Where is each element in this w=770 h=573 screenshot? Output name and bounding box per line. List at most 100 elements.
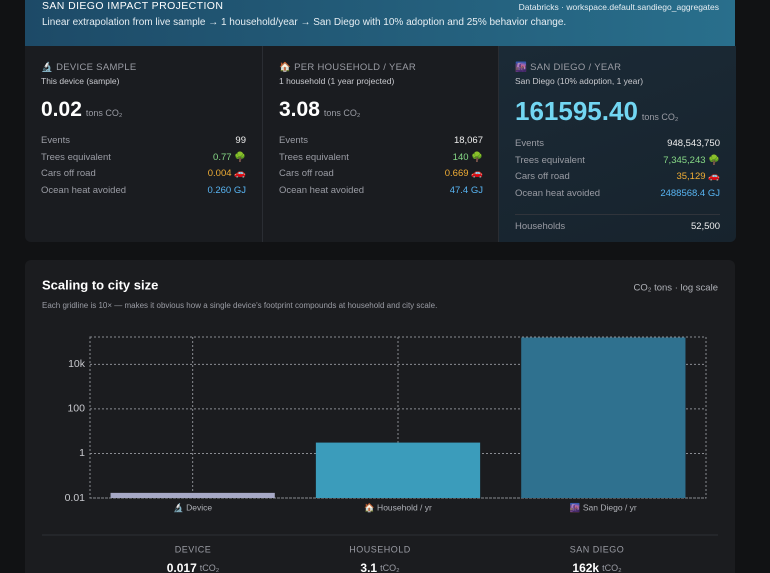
bar xyxy=(521,337,686,498)
stat-value-wrap: 0.004 🚗 xyxy=(208,168,246,179)
stat-value: 140 xyxy=(452,151,469,163)
card: 🌆 SAN DIEGO / YEAR San Diego (10% adoptio… xyxy=(498,46,736,242)
stat-row: Households 52,500 xyxy=(515,214,720,232)
stat-value-wrap: 52,500 xyxy=(691,221,720,232)
stat-value-wrap: 47.4 GJ xyxy=(450,185,483,196)
stat-label: Cars off road xyxy=(279,168,334,179)
stat-label: Cars off road xyxy=(515,171,570,182)
stat-value-wrap: 18,067 xyxy=(454,135,483,146)
unit: tons CO₂ xyxy=(323,108,361,118)
header-subtitle: Linear extrapolation from live sample → … xyxy=(42,17,567,28)
card-caption: 1 household (1 year projected) xyxy=(279,76,395,86)
stat-row: Ocean heat avoided 0.260 GJ xyxy=(41,185,246,196)
source: Databricks · workspace.default.sandiego_… xyxy=(518,2,719,12)
stat-row: Ocean heat avoided 47.4 GJ xyxy=(279,185,483,196)
stat-value: 47.4 GJ xyxy=(449,184,483,196)
value: 3.08 xyxy=(279,98,320,121)
icon: 🌳 xyxy=(231,151,246,163)
card-value: 3.08 tons CO₂ xyxy=(279,98,360,122)
chart: Scaling to city size CO₂ tons · log scal… xyxy=(42,277,718,573)
stat-value-wrap: 2488568.4 GJ xyxy=(660,188,720,199)
stat-value-wrap: 0.77 🌳 xyxy=(213,152,246,163)
value: 161595.40 xyxy=(515,96,638,126)
value: 3.1 xyxy=(360,561,377,573)
stat-value: 52,500 xyxy=(690,221,720,232)
stat-label: Ocean heat avoided xyxy=(41,184,127,196)
stat-value-wrap: 948,543,750 xyxy=(667,138,720,149)
value: 0.02 xyxy=(41,98,82,121)
unit: tCO₂ xyxy=(380,563,400,573)
stat-row: Events 99 xyxy=(41,135,246,146)
stat-label: Trees equivalent xyxy=(515,154,585,166)
stat-row: Events 18,067 xyxy=(279,135,483,146)
stat-label: Events xyxy=(279,135,309,146)
unit: tCO₂ xyxy=(602,563,622,573)
bar xyxy=(315,442,481,498)
unit: tons CO₂ xyxy=(641,112,679,122)
header: SAN DIEGO IMPACT PROJECTION Databricks ·… xyxy=(25,0,735,46)
stat-value: 0.260 GJ xyxy=(207,184,246,196)
summary-label: SAN DIEGO xyxy=(570,544,625,554)
chart-subtitle: Each gridline is 10× — makes it obvious … xyxy=(42,301,437,310)
summary-value: 3.1 tCO₂ xyxy=(360,561,400,573)
unit: tCO₂ xyxy=(200,563,220,573)
y-tick-label: 0.01 xyxy=(65,492,86,504)
x-tick-label: 🏠 Household / yr xyxy=(364,502,432,512)
stat-value: 99 xyxy=(235,135,246,146)
stat-row: Trees equivalent 140 🌳 xyxy=(279,152,483,163)
stat-value: 0.77 xyxy=(213,151,232,163)
stat-value: 0.004 xyxy=(207,168,232,179)
summary-value: 162k tCO₂ xyxy=(572,561,622,573)
summary-value: 0.017 tCO₂ xyxy=(167,561,220,573)
stat-row: Cars off road 0.004 🚗 xyxy=(41,168,246,179)
card-value: 161595.40 tons CO₂ xyxy=(515,96,678,127)
chart-title: Scaling to city size xyxy=(42,277,158,292)
stat-label: Households xyxy=(515,221,566,232)
y-tick-label: 1 xyxy=(79,447,85,459)
stat-row: Cars off road 0.669 🚗 xyxy=(279,168,483,179)
value: 0.017 xyxy=(167,561,197,573)
stat-value-wrap: 99 xyxy=(235,135,246,146)
stat-row: Ocean heat avoided 2488568.4 GJ xyxy=(515,188,720,199)
value: 162k xyxy=(572,561,599,573)
stat-label: Trees equivalent xyxy=(279,151,349,163)
header-title: SAN DIEGO IMPACT PROJECTION xyxy=(42,0,224,12)
stat-label: Trees equivalent xyxy=(41,151,111,163)
stat-row: Events 948,543,750 xyxy=(515,138,720,149)
icon: 🌳 xyxy=(468,151,483,163)
card: 🔬 DEVICE SAMPLE This device (sample) 0.02 t… xyxy=(25,46,262,242)
stat-label: Events xyxy=(515,138,545,149)
x-tick-label: 🌆 San Diego / yr xyxy=(570,502,637,512)
stat-value: 0.669 xyxy=(444,168,469,179)
summary-label: DEVICE xyxy=(175,544,212,554)
icon: 🚗 xyxy=(231,168,246,179)
icon: 🚗 xyxy=(705,171,720,182)
card-label: 🏠 PER HOUSEHOLD / YEAR xyxy=(279,62,417,73)
stat-label: Ocean heat avoided xyxy=(279,184,365,196)
stat-row: Trees equivalent 7,345,243 🌳 xyxy=(515,155,720,166)
chart-note: CO₂ tons · log scale xyxy=(634,283,718,294)
summary-label: HOUSEHOLD xyxy=(349,544,411,554)
stat-value: 2488568.4 GJ xyxy=(660,187,720,199)
plot: 0.01 1 100 10k 🔬 Device 🏠 Household / yr 🌆 San… xyxy=(65,336,707,512)
card-caption: This device (sample) xyxy=(41,76,120,86)
y-tick-label: 100 xyxy=(67,403,85,415)
chart-panel: Scaling to city size CO₂ tons · log scal… xyxy=(25,260,735,573)
stat-label: Cars off road xyxy=(41,168,96,179)
icon: 🌳 xyxy=(705,154,720,166)
cards: 🔬 DEVICE SAMPLE This device (sample) 0.02 t… xyxy=(25,46,736,242)
stat-value-wrap: 140 🌳 xyxy=(453,152,483,163)
stat-row: Trees equivalent 0.77 🌳 xyxy=(41,152,246,163)
stat-value-wrap: 7,345,243 🌳 xyxy=(663,155,720,166)
icon: 🚗 xyxy=(468,168,483,179)
stat-row: Cars off road 35,129 🚗 xyxy=(515,171,720,182)
stat-value: 35,129 xyxy=(676,171,706,182)
y-tick-label: 10k xyxy=(68,358,86,370)
stat-value-wrap: 0.260 GJ xyxy=(207,185,246,196)
stat-label: Ocean heat avoided xyxy=(515,187,601,199)
bar xyxy=(110,492,275,498)
card: 🏠 PER HOUSEHOLD / YEAR 1 household (1 yea… xyxy=(262,46,499,242)
card-value: 0.02 tons CO₂ xyxy=(41,98,122,122)
